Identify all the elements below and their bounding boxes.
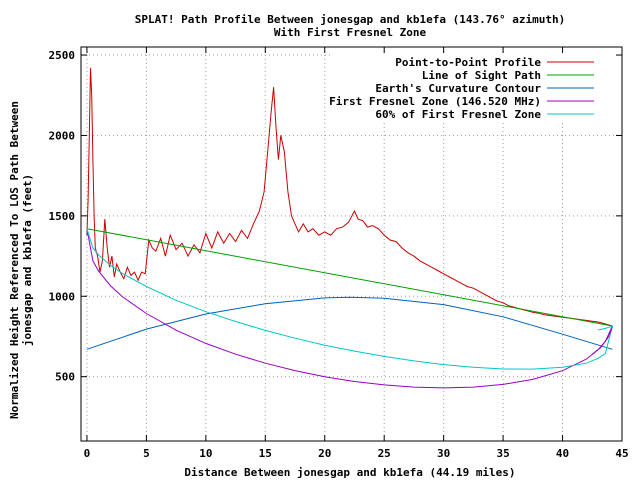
x-tick-label: 0 <box>84 447 91 460</box>
chart-title: SPLAT! Path Profile Between jonesgap and… <box>135 13 565 26</box>
fresnel-upper-lobe <box>591 325 613 355</box>
x-tick-label: 25 <box>378 447 391 460</box>
y-tick-label: 1500 <box>49 210 76 223</box>
plot-frame <box>80 46 623 442</box>
x-tick-label: 5 <box>143 447 150 460</box>
chart-subtitle: With First Fresnel Zone <box>274 26 427 39</box>
legend-label: Point-to-Point Profile <box>395 56 541 69</box>
fresnel-upper-lobe <box>598 325 613 331</box>
legend-label: Line of Sight Path <box>422 69 541 82</box>
x-tick-label: 40 <box>556 447 569 460</box>
series-point-to-point-profile <box>86 67 613 327</box>
series-60-of-first-fresnel-zone <box>86 228 613 370</box>
x-tick-label: 20 <box>318 447 331 460</box>
y-tick-label: 2000 <box>49 129 76 142</box>
x-tick-label: 15 <box>259 447 272 460</box>
series-line-of-sight-path <box>86 228 613 327</box>
y-tick-label: 1000 <box>49 290 76 303</box>
legend-label: First Fresnel Zone (146.520 MHz) <box>329 95 541 108</box>
y-tick-label: 2500 <box>49 49 76 62</box>
y-axis-label-line-2: jonesgap and kb1efa (feet) <box>21 174 34 346</box>
series-earth-s-curvature-contour <box>86 296 613 350</box>
x-axis-label: Distance Between jonesgap and kb1efa (44… <box>184 466 515 479</box>
x-tick-label: 30 <box>437 447 450 460</box>
legend-label: 60% of First Fresnel Zone <box>375 108 541 121</box>
axis-ticks: 0 5 10 15 20 25 30 35 40 45 500 1000 1500 2000 2500 <box>49 47 629 460</box>
y-tick-label: 500 <box>55 371 75 384</box>
series-first-fresnel-zone-146-520-mhz <box>86 228 613 389</box>
series-lines <box>86 67 613 389</box>
legend-label: Earth's Curvature Contour <box>375 82 541 95</box>
y-axis-label-line-1: Normalized Height Referenced To LOS Path… <box>8 101 21 419</box>
x-tick-label: 10 <box>199 447 212 460</box>
x-tick-label: 35 <box>496 447 509 460</box>
x-tick-label: 45 <box>615 447 628 460</box>
